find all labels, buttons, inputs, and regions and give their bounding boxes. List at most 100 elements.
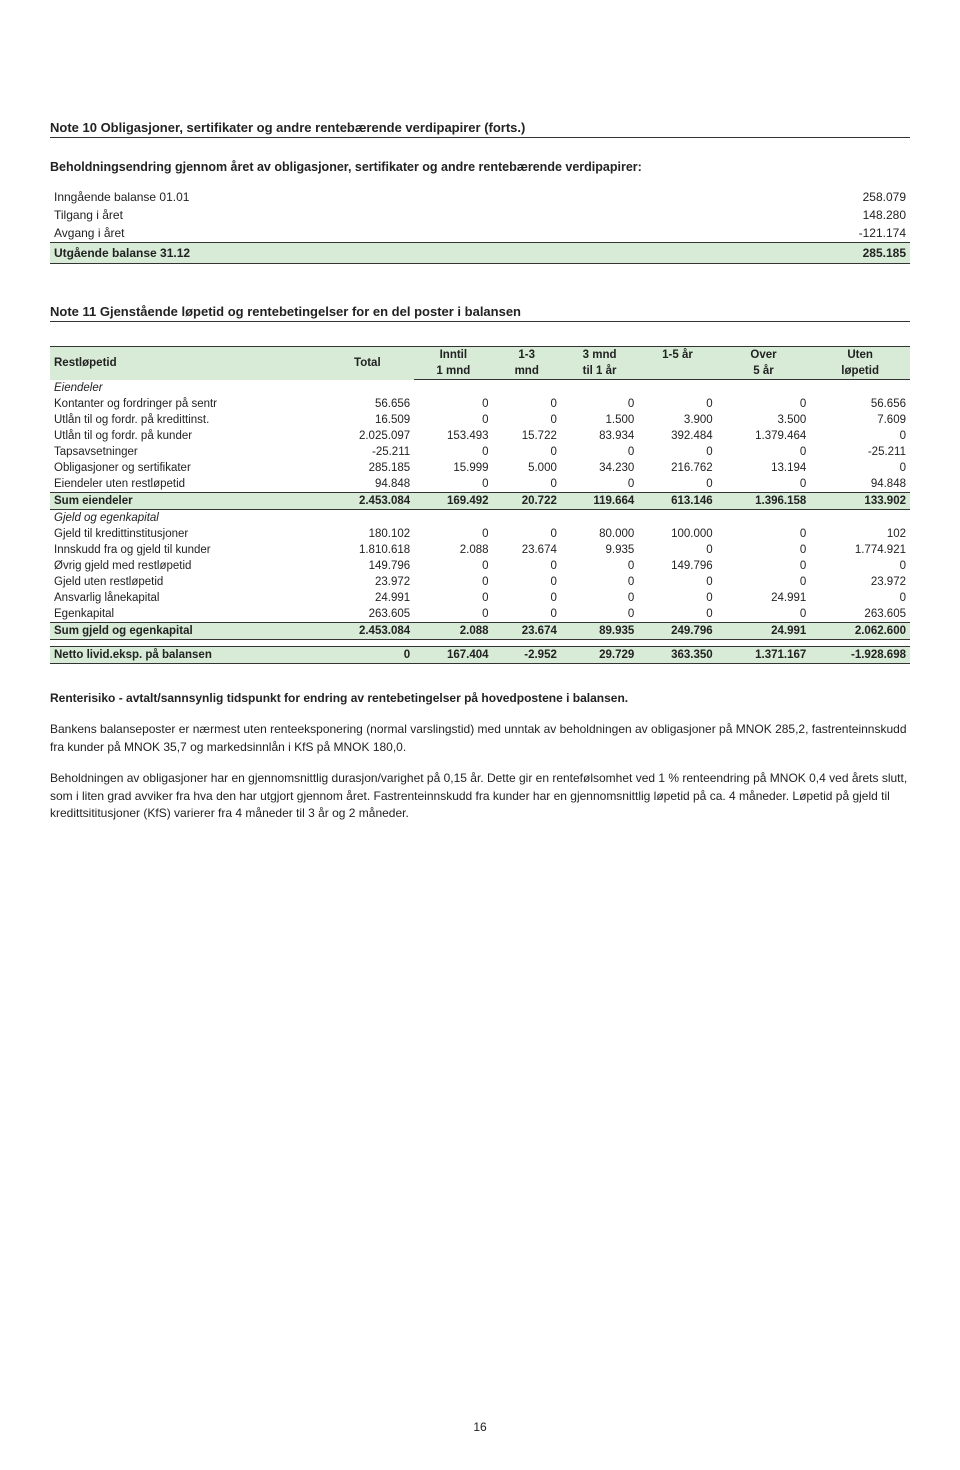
balance-row: Tilgang i året148.280: [50, 206, 910, 224]
table-cell: 0: [493, 574, 561, 590]
table-cell: 0: [414, 526, 492, 542]
table-cell: 0: [717, 542, 811, 558]
balance-total-value: 285.185: [812, 243, 910, 264]
table-cell: 149.796: [321, 558, 415, 574]
table-cell: 83.934: [561, 428, 638, 444]
table-cell: 0: [493, 606, 561, 623]
note10-title: Note 10 Obligasjoner, sertifikater og an…: [50, 120, 910, 138]
table-cell: 0: [717, 606, 811, 623]
table-cell: 0: [414, 396, 492, 412]
renterisiko-heading: Renterisiko - avtalt/sannsynlig tidspunk…: [50, 690, 910, 707]
maturity-table: Restløpetid Total Inntil 1-3 3 mnd 1-5 å…: [50, 346, 910, 664]
page-number: 16: [0, 1420, 960, 1434]
table-cell: 0: [561, 444, 638, 460]
table-cell: 0: [810, 460, 910, 476]
col-inntil-a: Inntil: [414, 347, 492, 364]
balance-total-row: Utgående balanse 31.12285.185: [50, 243, 910, 264]
section-sum-row: Sum eiendeler2.453.084169.49220.722119.6…: [50, 493, 910, 510]
table-row: Tapsavsetninger-25.21100000-25.211: [50, 444, 910, 460]
table-cell: 16.509: [321, 412, 415, 428]
table-cell: 0: [561, 606, 638, 623]
table-cell: 1.810.618: [321, 542, 415, 558]
body-text: Renterisiko - avtalt/sannsynlig tidspunk…: [50, 690, 910, 822]
table-cell: 1.379.464: [717, 428, 811, 444]
table-cell: 13.194: [717, 460, 811, 476]
table-row: Øvrig gjeld med restløpetid149.796000149…: [50, 558, 910, 574]
table-cell: 149.796: [638, 558, 716, 574]
table-cell: 0: [414, 444, 492, 460]
table-cell: 23.972: [810, 574, 910, 590]
table-cell: 0: [493, 476, 561, 493]
table-cell: 153.493: [414, 428, 492, 444]
section-heading-row: Eiendeler: [50, 380, 910, 397]
table-row: Utlån til og fordr. på kredittinst.16.50…: [50, 412, 910, 428]
col-total: Total: [321, 347, 415, 380]
table-cell: 0: [810, 590, 910, 606]
table-cell: 0: [414, 590, 492, 606]
table-cell: 29.729: [561, 647, 638, 664]
table-cell: -1.928.698: [810, 647, 910, 664]
col-15-a: 1-5 år: [638, 347, 716, 364]
table-cell: 0: [414, 606, 492, 623]
table-cell: 0: [414, 574, 492, 590]
spacer-row: [50, 640, 910, 647]
table-cell: 0: [493, 590, 561, 606]
table-cell: 94.848: [321, 476, 415, 493]
table-cell: -2.952: [493, 647, 561, 664]
table-cell: 285.185: [321, 460, 415, 476]
table-cell: 0: [638, 606, 716, 623]
note10-subheading: Beholdningsendring gjennom året av oblig…: [50, 160, 910, 174]
table-cell: 23.674: [493, 542, 561, 558]
table-cell: 0: [561, 396, 638, 412]
table-row: Ansvarlig lånekapital24.991000024.9910: [50, 590, 910, 606]
table-cell: 2.025.097: [321, 428, 415, 444]
table-cell: 24.991: [717, 623, 811, 640]
table-row: Gjeld til kredittinstitusjoner180.102008…: [50, 526, 910, 542]
col-13-b: mnd: [493, 363, 561, 380]
col-13-a: 1-3: [493, 347, 561, 364]
table-cell: 0: [493, 444, 561, 460]
table-cell: 24.991: [717, 590, 811, 606]
col-over-b: 5 år: [717, 363, 811, 380]
table-cell: 80.000: [561, 526, 638, 542]
table-cell: 2.453.084: [321, 623, 415, 640]
table-row-label: Kontanter og fordringer på sentr: [50, 396, 321, 412]
table-row-label: Sum eiendeler: [50, 493, 321, 510]
table-row-label: Øvrig gjeld med restløpetid: [50, 558, 321, 574]
table-row: Innskudd fra og gjeld til kunder1.810.61…: [50, 542, 910, 558]
table-cell: -25.211: [810, 444, 910, 460]
table-cell: 0: [561, 590, 638, 606]
table-cell: 5.000: [493, 460, 561, 476]
col-restlopetid: Restløpetid: [50, 347, 321, 380]
table-row-label: Sum gjeld og egenkapital: [50, 623, 321, 640]
table-cell: 0: [414, 412, 492, 428]
table-cell: 1.500: [561, 412, 638, 428]
table-row-label: Ansvarlig lånekapital: [50, 590, 321, 606]
section-heading: Gjeld og egenkapital: [50, 510, 910, 527]
table-cell: 9.935: [561, 542, 638, 558]
col-15-b: [638, 363, 716, 380]
table-cell: 167.404: [414, 647, 492, 664]
table-cell: 0: [810, 428, 910, 444]
table-cell: 0: [638, 574, 716, 590]
table-row-label: Eiendeler uten restløpetid: [50, 476, 321, 493]
table-cell: 7.609: [810, 412, 910, 428]
table-cell: 0: [493, 396, 561, 412]
table-cell: 102: [810, 526, 910, 542]
table-cell: 363.350: [638, 647, 716, 664]
table-cell: 1.371.167: [717, 647, 811, 664]
col-3mnd-b: til 1 år: [561, 363, 638, 380]
table-row: Eiendeler uten restløpetid94.8480000094.…: [50, 476, 910, 493]
table-cell: 0: [321, 647, 415, 664]
balance-total-label: Utgående balanse 31.12: [50, 243, 812, 264]
table-cell: 2.088: [414, 542, 492, 558]
table-cell: 15.722: [493, 428, 561, 444]
balance-row-value: 148.280: [812, 206, 910, 224]
table-cell: 180.102: [321, 526, 415, 542]
section-heading-row: Gjeld og egenkapital: [50, 510, 910, 527]
table-cell: 94.848: [810, 476, 910, 493]
balance-row-label: Tilgang i året: [50, 206, 812, 224]
table-cell: 169.492: [414, 493, 492, 510]
table-row: Obligasjoner og sertifikater285.18515.99…: [50, 460, 910, 476]
body-p1: Bankens balanseposter er nærmest uten re…: [50, 721, 910, 756]
